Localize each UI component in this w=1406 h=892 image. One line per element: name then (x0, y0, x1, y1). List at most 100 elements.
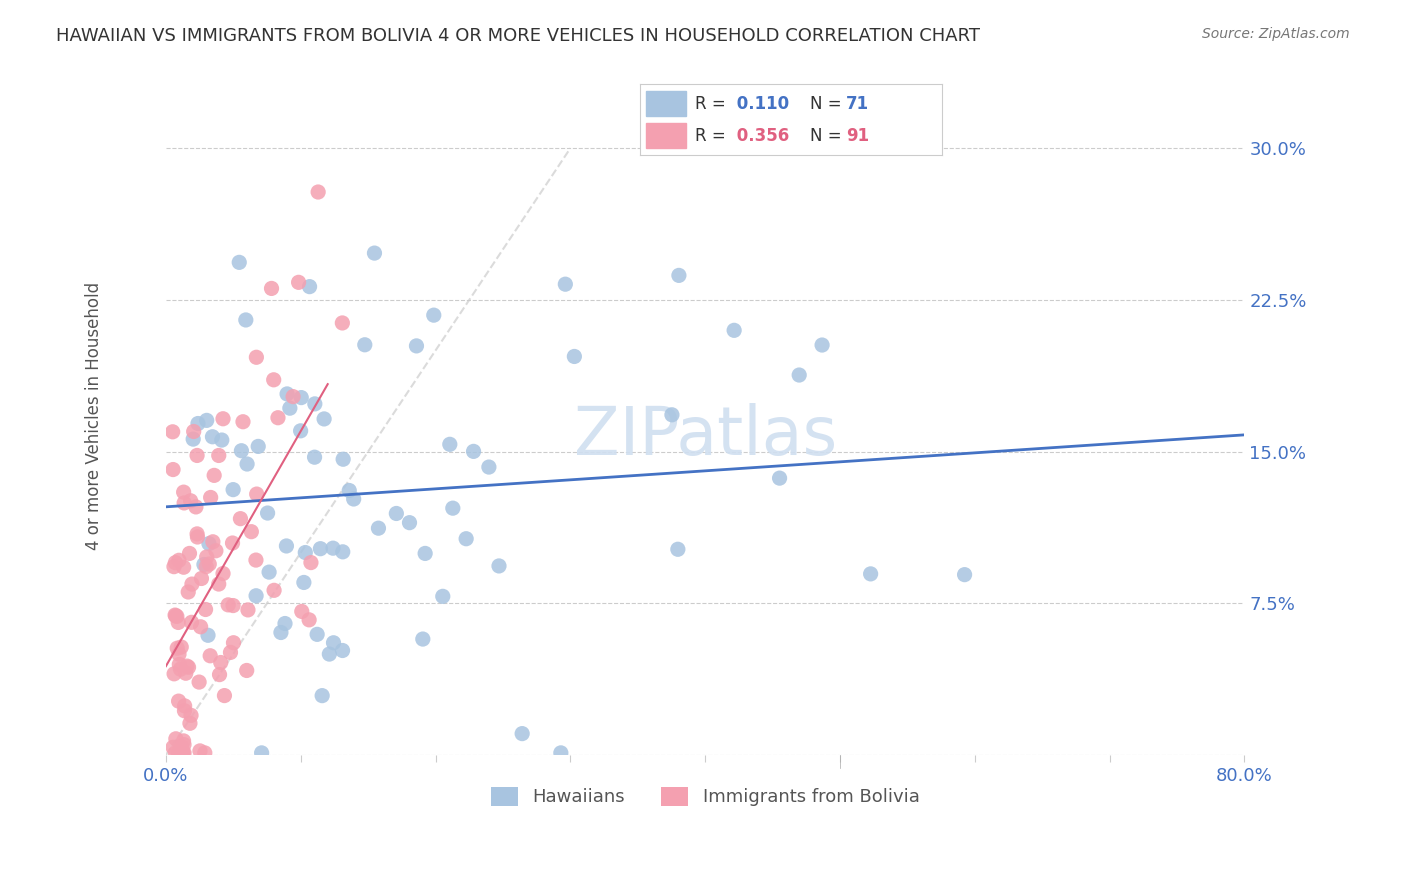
Point (787, 368, 810, 382)
Point (208, 577, 231, 591)
Point (661, 408, 683, 422)
Point (173, 496, 195, 510)
Point (564, 350, 586, 364)
Point (167, 746, 190, 760)
Point (290, 391, 312, 405)
Point (413, 546, 436, 560)
Point (235, 664, 257, 678)
Point (197, 628, 219, 642)
Point (236, 457, 259, 471)
Point (441, 501, 464, 516)
Point (174, 666, 197, 681)
Point (172, 746, 194, 760)
Point (176, 659, 198, 673)
Point (162, 740, 184, 755)
Point (180, 493, 202, 508)
Point (245, 351, 267, 365)
Point (162, 425, 184, 439)
Point (456, 532, 478, 546)
Point (173, 704, 195, 718)
Point (201, 430, 224, 444)
Point (180, 708, 202, 723)
Point (311, 689, 333, 703)
Point (180, 615, 202, 630)
Y-axis label: 4 or more Vehicles in Household: 4 or more Vehicles in Household (86, 282, 103, 550)
Point (173, 738, 195, 752)
Point (298, 279, 321, 293)
Point (463, 444, 485, 458)
Point (398, 516, 420, 530)
Point (166, 641, 188, 656)
Point (276, 387, 298, 401)
Point (668, 268, 690, 283)
Point (307, 185, 329, 199)
Point (439, 437, 461, 451)
Point (165, 746, 187, 760)
Point (304, 397, 326, 411)
Point (263, 373, 285, 387)
Point (291, 604, 314, 618)
Point (173, 698, 195, 713)
Point (768, 471, 790, 485)
Point (246, 487, 269, 501)
Point (173, 734, 195, 748)
Point (169, 662, 191, 676)
Point (332, 545, 354, 559)
Point (412, 632, 434, 646)
Point (186, 527, 208, 541)
Point (183, 425, 205, 439)
Point (181, 432, 204, 446)
Point (188, 744, 211, 758)
Point (179, 716, 201, 731)
Point (173, 746, 195, 760)
Point (163, 666, 186, 681)
Point (169, 657, 191, 672)
Point (214, 689, 236, 703)
Point (723, 323, 745, 337)
Point (859, 566, 882, 581)
Text: HAWAIIAN VS IMMIGRANTS FROM BOLIVIA 4 OR MORE VEHICLES IN HOUSEHOLD CORRELATION : HAWAIIAN VS IMMIGRANTS FROM BOLIVIA 4 OR… (56, 27, 980, 45)
Point (179, 546, 201, 560)
Point (405, 339, 427, 353)
Point (423, 308, 446, 322)
Point (666, 542, 689, 557)
Point (263, 583, 285, 598)
Point (260, 281, 283, 295)
Point (194, 746, 217, 760)
Point (193, 558, 215, 572)
Point (190, 620, 212, 634)
Point (322, 541, 344, 556)
Point (209, 656, 232, 670)
Point (201, 534, 224, 549)
Point (245, 553, 267, 567)
Point (274, 616, 297, 631)
Point (247, 439, 270, 453)
Point (367, 521, 389, 535)
Point (198, 648, 221, 663)
Point (292, 575, 315, 590)
Point (330, 316, 353, 330)
Point (550, 746, 572, 760)
Point (314, 412, 336, 426)
Point (195, 549, 218, 564)
Point (165, 731, 187, 746)
Point (173, 560, 195, 574)
Point (181, 577, 204, 591)
Point (363, 246, 385, 260)
Point (166, 609, 188, 624)
Point (222, 599, 245, 613)
Point (309, 541, 332, 556)
Point (432, 590, 454, 604)
Point (235, 313, 257, 327)
Point (478, 460, 501, 475)
Point (205, 543, 228, 558)
Point (245, 589, 267, 603)
Point (184, 500, 207, 514)
Point (211, 433, 233, 447)
Legend: Hawaiians, Immigrants from Bolivia: Hawaiians, Immigrants from Bolivia (484, 780, 927, 814)
Point (343, 491, 366, 506)
Point (177, 660, 200, 674)
Point (953, 567, 976, 582)
Point (187, 417, 209, 431)
Point (172, 746, 194, 760)
